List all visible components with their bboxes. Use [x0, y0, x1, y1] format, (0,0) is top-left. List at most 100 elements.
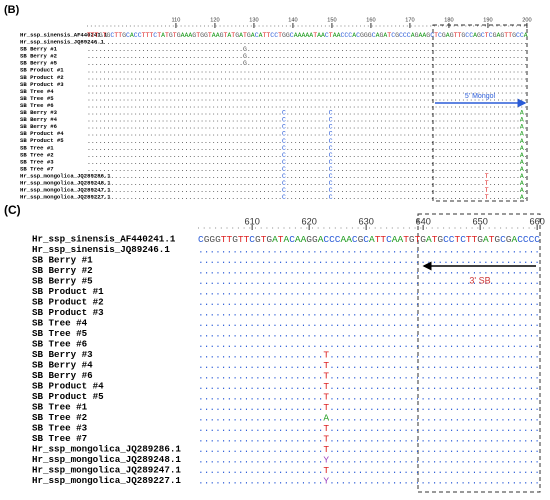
sequence-name: SB Tree #3 [32, 422, 88, 433]
sequence-name: SB Berry #2 [20, 53, 58, 60]
sequence: ........................................… [198, 307, 540, 318]
sequence-name: Hr_ssp_mongolica_JQ289286.1 [20, 172, 111, 179]
ruler-label: 160 [366, 17, 375, 23]
sequence-name: Hr_ssp_mongolica_JQ289227.1 [20, 194, 111, 201]
sequence: ........................................… [198, 255, 540, 266]
ruler-label: 110 [171, 17, 180, 23]
sequence-name: SB Product #4 [32, 380, 104, 391]
sequence: ........................................… [198, 244, 540, 255]
sequence: ......................T.................… [198, 402, 540, 413]
sequence: ........................................… [87, 159, 528, 166]
sequence-name: SB Product #3 [20, 81, 64, 88]
sequence-name: SB Tree #6 [20, 102, 54, 109]
sequence-name: SB Product #1 [20, 67, 64, 74]
ruler-label: 620 [301, 216, 316, 226]
sequence: ........................................… [87, 173, 528, 180]
sequence: ........................................… [87, 130, 528, 137]
sequence: ........................................… [87, 74, 528, 81]
sequence: ........................................… [87, 60, 528, 67]
sequence: ........................................… [87, 67, 528, 74]
panel-label: (B) [4, 4, 20, 16]
sequence: ......................T.................… [198, 423, 540, 434]
sequence-name: SB Tree #2 [20, 151, 54, 158]
sequence-name: SB Tree #1 [20, 144, 54, 151]
region-box [417, 213, 541, 493]
sequence-name: SB Product #5 [32, 391, 104, 402]
sequence: ........................................… [198, 328, 540, 339]
sequence-name: SB Berry #1 [32, 254, 93, 265]
sequence: ........................................… [87, 123, 528, 130]
sequence-name: SB Berry #5 [20, 60, 58, 67]
sequence: ........................................… [87, 187, 528, 194]
sequence-name: SB Berry #6 [32, 370, 93, 381]
sequence-name: SB Berry #3 [32, 349, 93, 360]
sequence-name: SB Tree #7 [20, 165, 54, 172]
sequence: ........................................… [198, 265, 540, 276]
sequence-name: SB Tree #6 [32, 338, 87, 349]
sequence: ........................................… [87, 116, 528, 123]
sequence: ........................................… [87, 46, 528, 53]
ruler-label: 130 [249, 17, 258, 23]
sequence: ........................................… [87, 53, 528, 60]
sequence-name: SB Berry #1 [20, 46, 58, 53]
sequence: ......................T.................… [198, 360, 540, 371]
sequence-name: Hr_ssp_mongolica_JQ289247.1 [32, 464, 181, 475]
region-label: 3' SB [469, 275, 490, 285]
sequence: CGGGTTGTTCGTGATACAAGGACCCAACGCATTCAATGTG… [198, 234, 540, 245]
sequence-name: SB Product #5 [20, 137, 64, 144]
sequence-name: SB Tree #4 [32, 317, 88, 328]
sequence: ........................................… [87, 137, 528, 144]
ruler-label: 610 [244, 216, 259, 226]
sequence-name: SB Product #1 [32, 286, 104, 297]
sequence: ........................................… [198, 318, 540, 329]
sequence: ........................................… [87, 166, 528, 173]
ruler-label: 120 [210, 17, 219, 23]
sequence-name: SB Berry #6 [20, 123, 58, 130]
ruler-label: 660 [529, 216, 544, 226]
ruler-label: 180 [444, 17, 453, 23]
sequence: ........................................… [87, 180, 528, 187]
sequence: ......................T.................… [198, 381, 540, 392]
sequence: ......................Y.................… [198, 454, 540, 465]
sequence: ........................................… [87, 194, 528, 201]
ruler-label: 190 [483, 17, 492, 23]
sequence: ........................................… [198, 339, 540, 350]
sequence-name: SB Tree #3 [20, 158, 54, 165]
sequence-name: SB Product #2 [32, 296, 104, 307]
sequence-name: SB Tree #5 [20, 95, 54, 102]
sequence-name: SB Product #3 [32, 307, 104, 318]
sequence: ......................T.................… [198, 465, 540, 476]
sequence: ......................T.................… [198, 433, 540, 444]
region-label: 5' Mongol [465, 93, 496, 100]
ruler-label: 650 [472, 216, 487, 226]
sequence: ........................................… [87, 81, 528, 88]
sequence: ........................................… [198, 276, 540, 287]
ruler-label: 200 [522, 17, 531, 23]
sequence: ......................Y.................… [198, 475, 540, 486]
sequence-name: SB Tree #7 [32, 433, 87, 444]
ruler-label: 150 [327, 17, 336, 23]
region-box [432, 24, 528, 202]
sequence: ........................................… [87, 152, 528, 159]
sequence-name: SB Berry #3 [20, 109, 58, 116]
sequence-name: SB Tree #2 [32, 412, 87, 423]
ruler-label: 640 [415, 216, 430, 226]
ruler-label: 630 [358, 216, 373, 226]
sequence: ......................T.................… [198, 391, 540, 402]
sequence: ........................................… [87, 145, 528, 152]
sequence-name: SB Berry #4 [32, 359, 93, 370]
sequence: ......................T.................… [198, 349, 540, 360]
sequence: ........................................… [87, 102, 528, 109]
sequence-name: SB Tree #4 [20, 88, 54, 95]
sequence-name: SB Berry #2 [32, 265, 93, 276]
sequence-name: SB Berry #4 [20, 116, 58, 123]
ruler-label: 170 [405, 17, 414, 23]
sequence: ........................................… [87, 39, 528, 46]
sequence: ......................T.................… [198, 370, 540, 381]
sequence: ......................T.................… [198, 444, 540, 455]
sequence: ........................................… [198, 297, 540, 308]
sequence: ........................................… [198, 286, 540, 297]
sequence: ......................A.................… [198, 412, 540, 423]
sequence-name: Hr_ssp_mongolica_JQ289227.1 [32, 475, 181, 486]
